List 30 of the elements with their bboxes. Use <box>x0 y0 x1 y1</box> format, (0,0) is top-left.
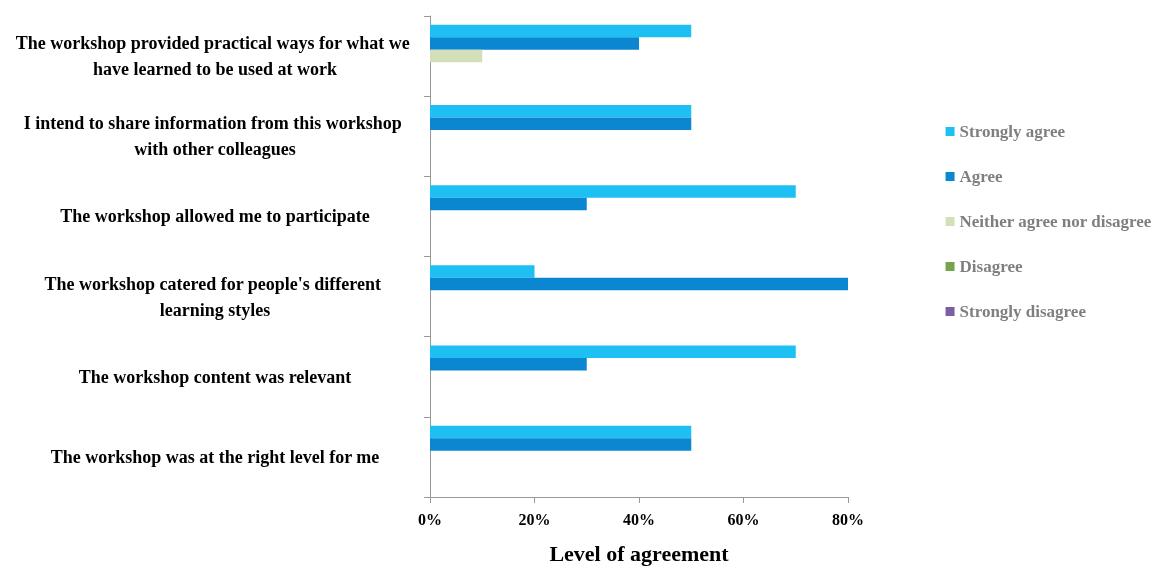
x-tick-label: 20% <box>518 510 551 528</box>
y-tick-label: The workshop catered for people's different learning styles <box>44 273 386 320</box>
x-tick-label: 40% <box>623 510 655 528</box>
y-tick-label: The workshop provided practical ways for what we have learned to be used at work <box>15 33 415 80</box>
legend-label: Strongly agree <box>959 122 1066 141</box>
legend-label: Disagree <box>959 257 1023 276</box>
bar <box>430 197 587 211</box>
x-axis-title: Level of agreement <box>549 540 730 566</box>
bar <box>430 265 535 278</box>
bar <box>430 438 692 451</box>
bar <box>430 24 692 38</box>
y-tick-label: The workshop allowed me to participate <box>60 206 370 227</box>
bar <box>430 277 848 291</box>
x-tick-label: 80% <box>832 510 864 528</box>
bar <box>430 425 692 439</box>
bar <box>430 357 587 371</box>
bar <box>430 104 692 118</box>
bar <box>430 345 796 358</box>
x-tick-label: 0% <box>418 510 442 528</box>
bar <box>430 117 692 130</box>
legend-label: Neither agree nor disagree <box>959 212 1152 231</box>
x-tick-label: 60% <box>727 510 760 528</box>
bar <box>430 37 639 50</box>
bar <box>430 49 483 63</box>
bar <box>430 185 796 198</box>
y-tick-label: The workshop content was relevant <box>78 366 352 387</box>
legend-label: Strongly disagree <box>959 302 1087 321</box>
y-tick-label: I intend to share information from this workshop with other colleagues <box>23 113 407 160</box>
legend-label: Agree <box>959 167 1004 186</box>
y-tick-label: The workshop was at the right level for me <box>50 446 380 467</box>
